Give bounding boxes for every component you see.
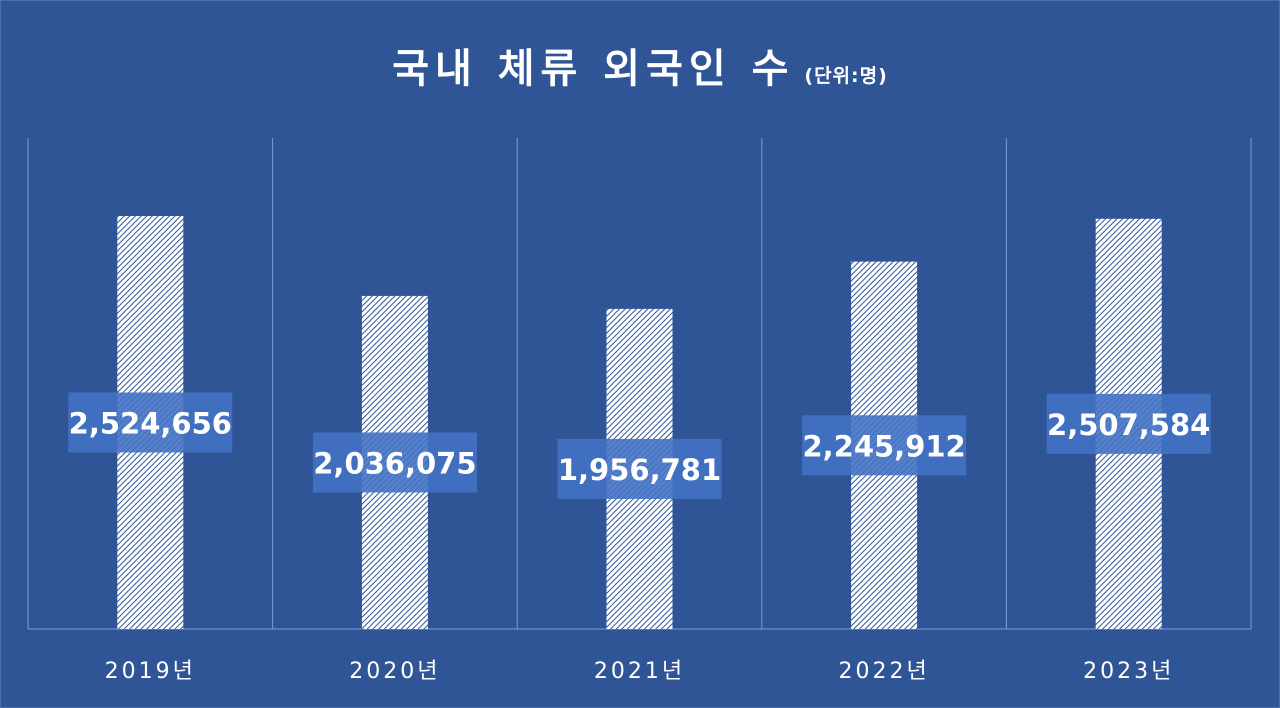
title-row: 국내 체류 외국인 수 (단위:명)	[0, 36, 1280, 94]
x-tick-label: 2022년	[838, 659, 929, 684]
x-tick-label: 2023년	[1083, 659, 1174, 684]
data-label-box	[312, 432, 477, 493]
x-tick-label: 2021년	[594, 659, 685, 684]
data-label-box	[1046, 393, 1211, 454]
data-label: 2,524,656	[69, 407, 232, 441]
bars	[117, 216, 1162, 629]
chart-unit: (단위:명)	[804, 65, 888, 87]
data-labels: 2,524,656 2,036,075 1,956,781 2,245,912 2,50…	[68, 392, 1211, 499]
chart-title: 국내 체류 외국인 수	[392, 46, 795, 92]
data-label-box	[68, 392, 233, 453]
data-label: 2,245,912	[802, 429, 965, 463]
data-label: 1,956,781	[558, 453, 721, 487]
data-label: 2,507,584	[1047, 408, 1210, 442]
x-tick-label: 2019년	[105, 659, 196, 684]
x-axis-ticks: 2019년 2020년 2021년 2022년 2023년	[105, 659, 1174, 684]
data-label: 2,036,075	[313, 446, 476, 480]
x-tick-label: 2020년	[349, 659, 440, 684]
data-label-box	[557, 438, 722, 499]
data-label-box	[802, 415, 967, 476]
